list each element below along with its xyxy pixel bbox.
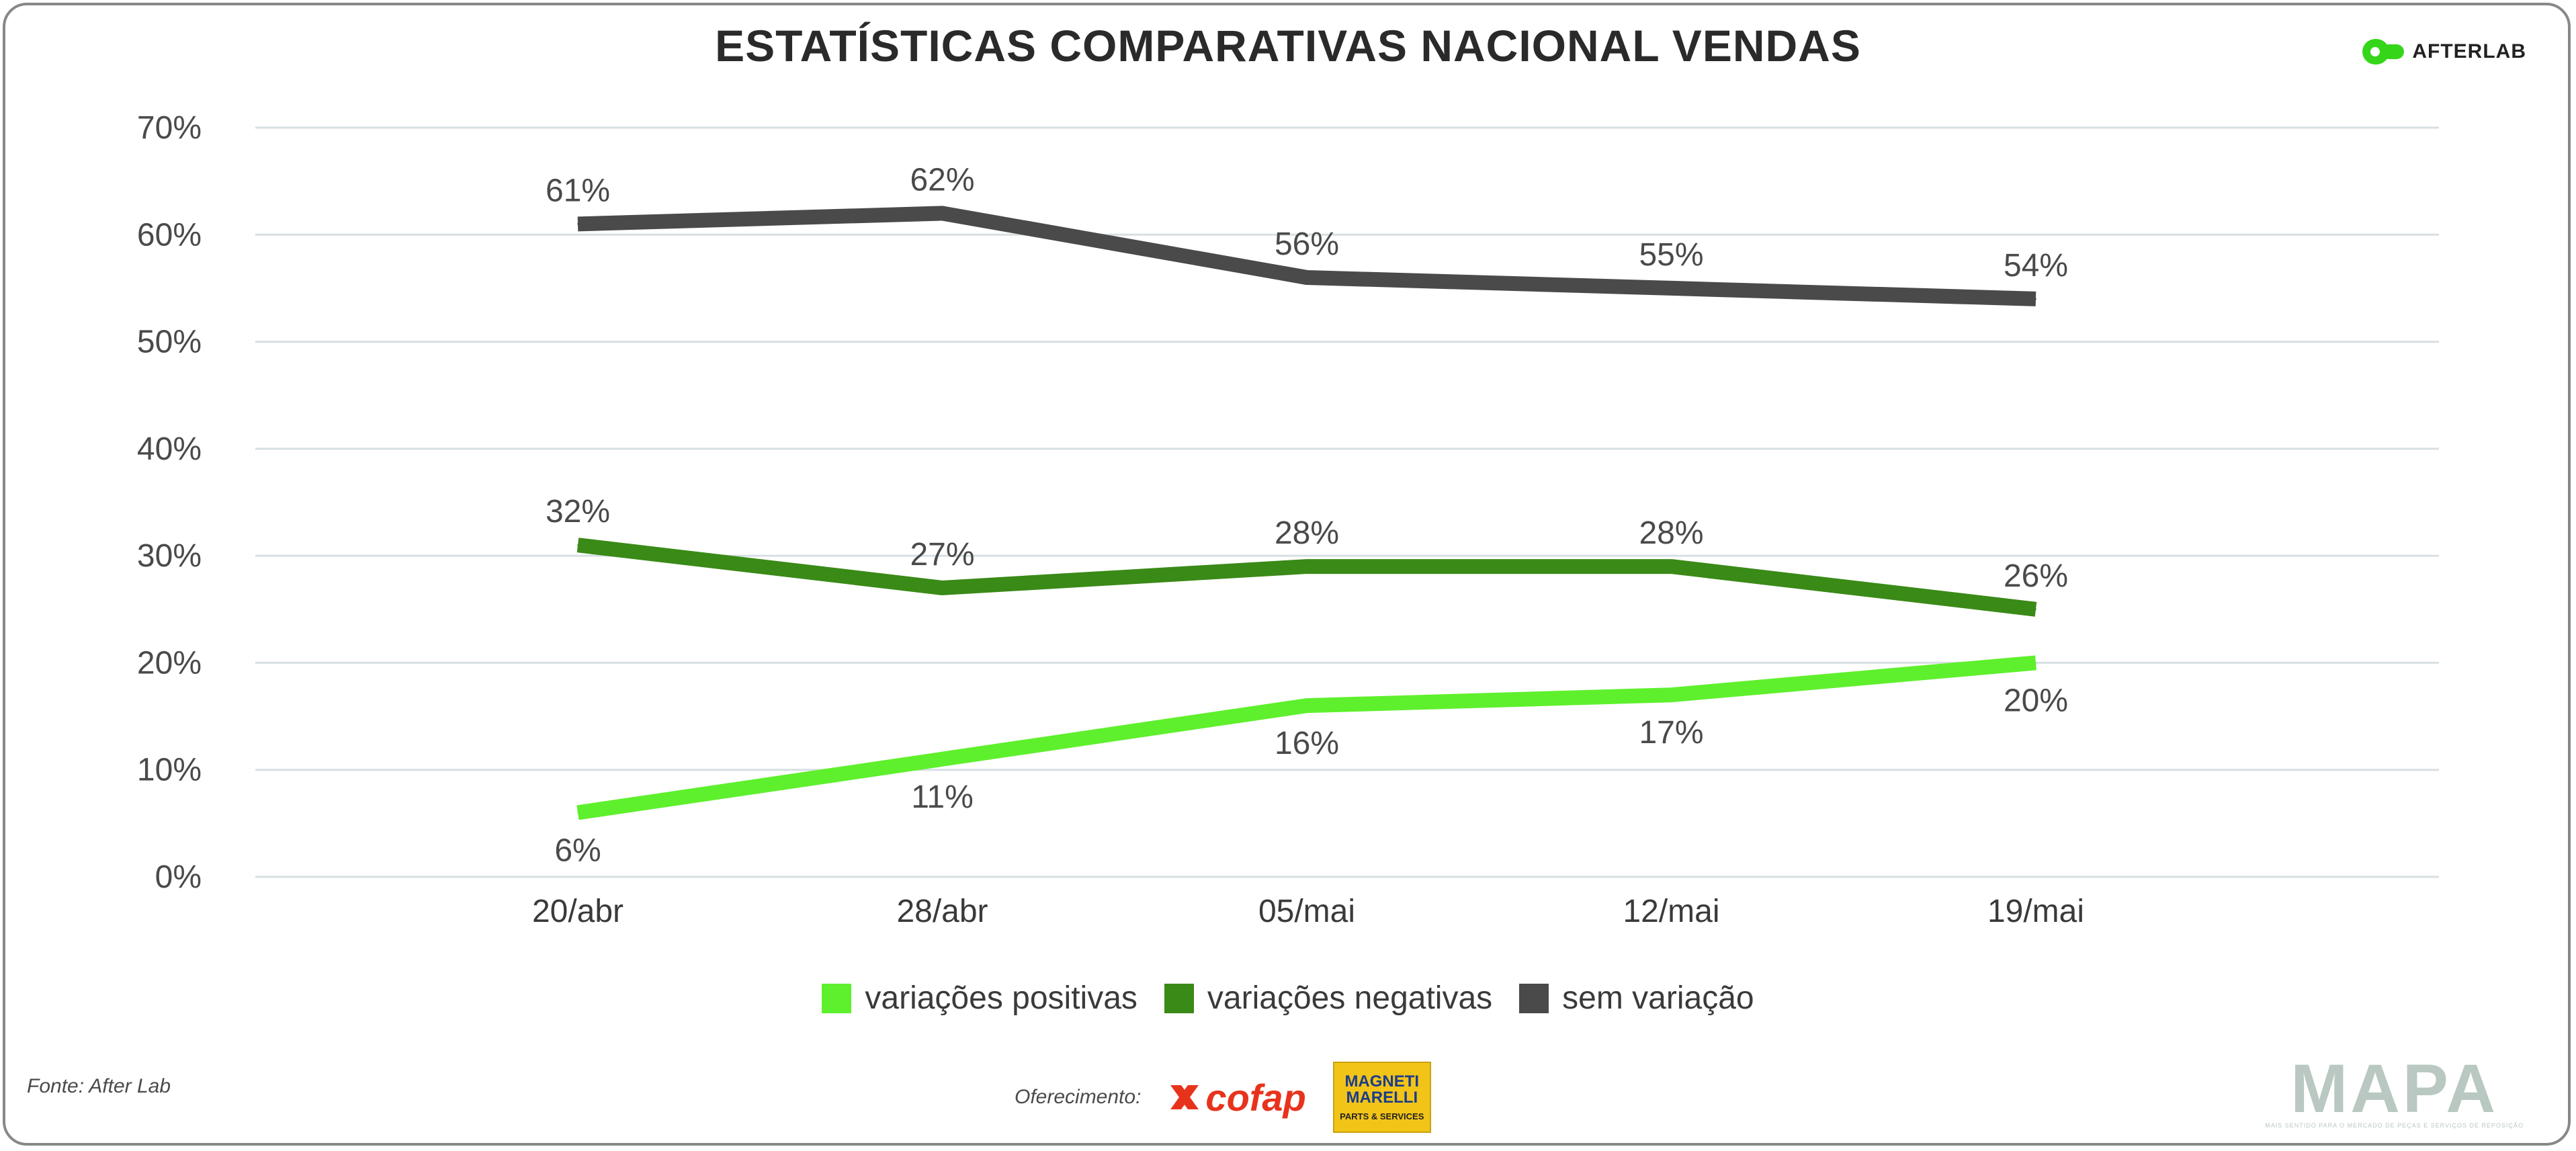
data-labels: 6% 11% 16% 17% 20% 32% 27% 28% 28% 26% 61% 62% 56% 55… (546, 162, 2068, 868)
data-label: 62% (910, 162, 974, 198)
x-tick-label: 05/mai (1258, 894, 1355, 929)
mapa-logo: MAPA MAIS SENTIDO PARA O MERCADO DE PEÇA… (2265, 1050, 2524, 1129)
legend-item-negative: variações negativas (1164, 980, 1492, 1017)
data-point (2035, 662, 2036, 664)
legend-swatch-negative (1164, 983, 1194, 1013)
mapa-wordmark: MAPA (2290, 1050, 2498, 1127)
afterlab-brand-name: AFTERLAB (2412, 40, 2526, 62)
data-label: 28% (1639, 515, 1703, 551)
legend-item-positive: variações positivas (822, 980, 1137, 1017)
data-point (941, 212, 943, 214)
data-point (2035, 298, 2036, 300)
grid-layer (255, 126, 2439, 878)
data-label: 16% (1275, 726, 1339, 761)
data-point (1306, 705, 1307, 707)
data-label: 28% (1275, 515, 1339, 551)
magneti-wordmark-line1: MAGNETI (1344, 1072, 1420, 1091)
data-point (941, 587, 943, 589)
y-tick-label: 30% (137, 538, 202, 574)
series-line-1 (576, 538, 2037, 617)
data-point (2035, 608, 2036, 610)
x-tick-label: 20/abr (532, 894, 624, 929)
line-chart: 0% 10% 20% 30% 40% 50% 60% 70% 20/abr 28/abr 05/m… (137, 110, 2439, 929)
sponsors: Oferecimento: cofap MAGNETI MARELLI PART… (1015, 1062, 1431, 1133)
data-label: 61% (546, 173, 610, 208)
data-label: 6% (554, 833, 601, 868)
magneti-marelli-logo: MAGNETI MARELLI PARTS & SERVICES (1332, 1062, 1431, 1133)
afterlab-logo-icon (2362, 39, 2405, 65)
y-tick-label: 10% (137, 753, 202, 788)
data-point (1306, 277, 1307, 278)
y-tick-label: 60% (137, 217, 202, 253)
legend-label-negative: variações negativas (1207, 980, 1493, 1016)
legend-swatch-no-change (1519, 983, 1549, 1013)
data-label: 26% (2004, 558, 2068, 594)
magneti-wordmark-line2: MARELLI (1346, 1088, 1418, 1107)
magneti-subtitle: PARTS & SERVICES (1340, 1111, 1424, 1121)
series-layer (576, 206, 2037, 820)
y-tick-label: 0% (155, 859, 202, 895)
y-tick-label: 20% (137, 645, 202, 681)
legend-label-no-change: sem variação (1562, 980, 1754, 1016)
mapa-tagline: MAIS SENTIDO PARA O MERCADO DE PEÇAS E S… (2265, 1122, 2524, 1129)
data-point (577, 812, 578, 814)
sponsors-label: Oferecimento: (1015, 1086, 1142, 1108)
x-tick-label: 28/abr (896, 894, 988, 929)
data-point (1670, 694, 1672, 696)
data-label: 54% (2004, 248, 2068, 284)
data-point (577, 544, 578, 546)
legend-swatch-positive (822, 983, 852, 1013)
data-point (941, 758, 943, 760)
legend-item-no-change: sem variação (1519, 980, 1754, 1017)
data-point (1670, 566, 1672, 568)
x-tick-label: 12/mai (1623, 894, 1719, 929)
y-tick-label: 40% (137, 431, 202, 467)
cofap-logo: cofap (1168, 1076, 1306, 1119)
data-label: 32% (546, 494, 610, 529)
data-label: 20% (2004, 683, 2068, 718)
y-tick-label: 50% (137, 325, 202, 360)
chart-title: ESTATÍSTICAS COMPARATIVAS NACIONAL VENDA… (715, 21, 1861, 71)
legend-label-positive: variações positivas (865, 980, 1137, 1016)
data-point (577, 223, 578, 225)
data-point (1670, 287, 1672, 289)
x-axis-ticks: 20/abr 28/abr 05/mai 12/mai 19/mai (532, 894, 2084, 929)
afterlab-brand: AFTERLAB (2361, 35, 2526, 69)
data-label: 56% (1275, 226, 1339, 262)
cofap-x-icon (1170, 1085, 1199, 1109)
y-axis-ticks: 0% 10% 20% 30% 40% 50% 60% 70% (137, 110, 202, 895)
chart-legend: variações positivas variações negativas … (0, 980, 2576, 1017)
data-label: 17% (1639, 715, 1703, 751)
y-tick-label: 70% (137, 110, 202, 146)
data-point (1306, 566, 1307, 568)
source-note: Fonte: After Lab (27, 1075, 171, 1097)
data-label: 55% (1639, 237, 1703, 273)
cofap-wordmark: cofap (1205, 1076, 1306, 1119)
data-label: 27% (910, 537, 974, 572)
data-label: 11% (911, 779, 974, 815)
x-tick-label: 19/mai (1987, 894, 2084, 929)
